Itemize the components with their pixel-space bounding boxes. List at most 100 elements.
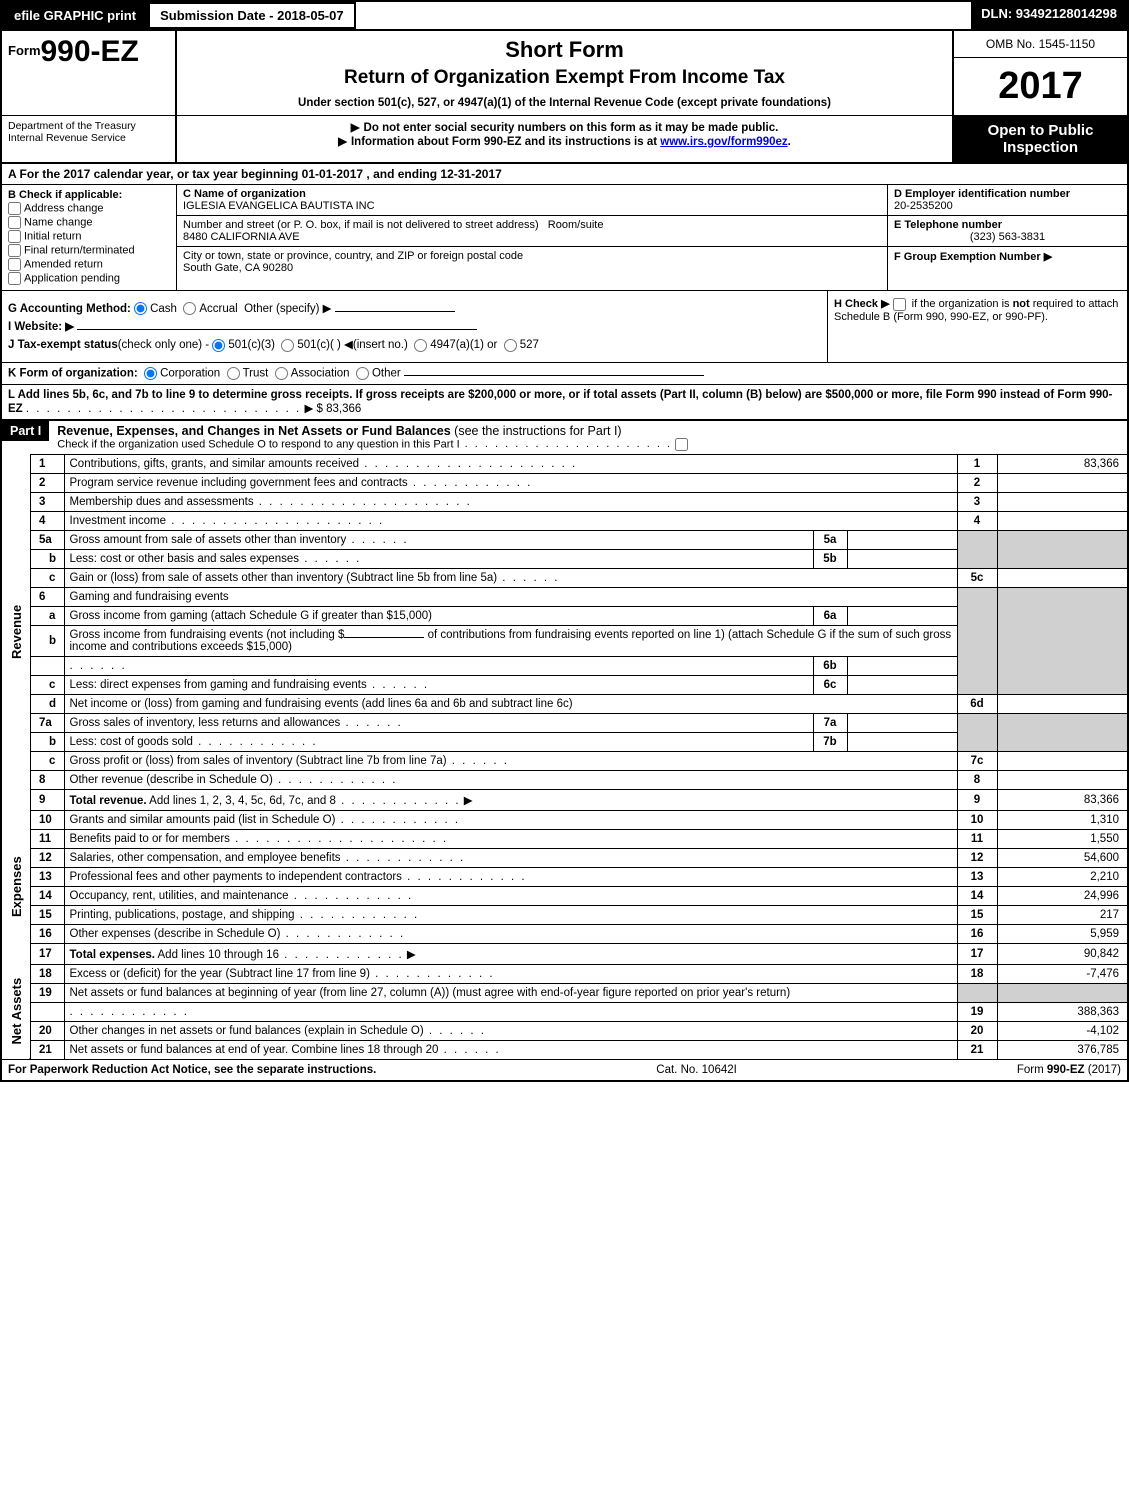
line-value — [997, 751, 1127, 770]
check-application-pending[interactable]: Application pending — [8, 272, 170, 285]
line-9: 9 Total revenue. Add lines 1, 2, 3, 4, 5… — [2, 789, 1127, 810]
radio-cash[interactable] — [134, 302, 147, 315]
radio-trust[interactable] — [227, 367, 240, 380]
other-org-input[interactable] — [404, 375, 704, 376]
topbar: efile GRAPHIC print Submission Date - 20… — [2, 2, 1127, 29]
instr-1: Do not enter social security numbers on … — [364, 122, 779, 134]
radio-527[interactable] — [504, 339, 517, 352]
line-desc: Gross amount from sale of assets other t… — [64, 530, 813, 549]
radio-association[interactable] — [275, 367, 288, 380]
check-amended-return[interactable]: Amended return — [8, 258, 170, 271]
irs-link[interactable]: www.irs.gov/form990ez — [660, 136, 787, 148]
tax-exempt-line: J Tax-exempt status(check only one) - 50… — [8, 337, 821, 351]
radio-501c[interactable] — [281, 339, 294, 352]
radio-accrual[interactable] — [183, 302, 196, 315]
section-a: A For the 2017 calendar year, or tax yea… — [2, 162, 1127, 184]
arrow-icon: ▶ — [338, 136, 347, 148]
checkbox-name-change[interactable] — [8, 216, 21, 229]
radio-other-org[interactable] — [356, 367, 369, 380]
checkbox-address-change[interactable] — [8, 202, 21, 215]
line-subval — [847, 732, 957, 751]
line-desc — [64, 656, 813, 675]
section-c: C Name of organization IGLESIA EVANGELIC… — [177, 185, 887, 290]
line-num: 14 — [30, 886, 64, 905]
line-1: Revenue 1 Contributions, gifts, grants, … — [2, 454, 1127, 473]
check-name-change[interactable]: Name change — [8, 216, 170, 229]
line-8: 8 Other revenue (describe in Schedule O)… — [2, 770, 1127, 789]
cash-label: Cash — [150, 303, 177, 315]
part-1-title: Revenue, Expenses, and Changes in Net As… — [49, 421, 1127, 454]
accounting-other-input[interactable] — [335, 311, 455, 312]
line-desc: Occupancy, rent, utilities, and maintena… — [64, 886, 957, 905]
527-label: 527 — [520, 339, 539, 351]
line-subnum: 6c — [813, 675, 847, 694]
line-desc: Less: cost or other basis and sales expe… — [64, 549, 813, 568]
form-reference: Form 990-EZ (2017) — [1017, 1064, 1121, 1076]
line-7a: 7a Gross sales of inventory, less return… — [2, 713, 1127, 732]
line-value — [997, 492, 1127, 511]
checkbox-schedule-o[interactable] — [675, 438, 688, 451]
line-4: 4 Investment income 4 — [2, 511, 1127, 530]
line-num: 19 — [30, 983, 64, 1002]
line-num: 4 — [30, 511, 64, 530]
checkbox-schedule-b-not-required[interactable] — [893, 298, 906, 311]
line-desc: Net assets or fund balances at beginning… — [64, 983, 957, 1002]
shaded-cell — [957, 587, 997, 694]
line-desc: Gain or (loss) from sale of assets other… — [64, 568, 957, 587]
line-19-text: 19 Net assets or fund balances at beginn… — [2, 983, 1127, 1002]
line-subval — [847, 549, 957, 568]
checkbox-initial-return[interactable] — [8, 230, 21, 243]
line-value: 24,996 — [997, 886, 1127, 905]
shaded-cell — [997, 530, 1127, 568]
telephone-value: (323) 563-3831 — [894, 231, 1121, 243]
checkbox-final-return[interactable] — [8, 244, 21, 257]
line-rnum: 10 — [957, 810, 997, 829]
line-num: a — [30, 606, 64, 625]
line-2: 2 Program service revenue including gove… — [2, 473, 1127, 492]
line-num: c — [30, 568, 64, 587]
line-value: -7,476 — [997, 964, 1127, 983]
omb-number: OMB No. 1545-1150 — [954, 31, 1127, 58]
check-initial-return[interactable]: Initial return — [8, 230, 170, 243]
501c-label: 501(c)( ) ◀(insert no.) — [297, 339, 407, 351]
line-desc — [64, 1002, 957, 1021]
association-label: Association — [291, 367, 350, 379]
website-input[interactable] — [77, 329, 477, 330]
contributions-input[interactable] — [344, 637, 424, 638]
check-final-return[interactable]: Final return/terminated — [8, 244, 170, 257]
radio-corporation[interactable] — [144, 367, 157, 380]
website-line: I Website: ▶ — [8, 319, 821, 333]
section-h-txt1: if the organization is — [912, 298, 1013, 310]
line-desc: Contributions, gifts, grants, and simila… — [64, 454, 957, 473]
line-value: -4,102 — [997, 1021, 1127, 1040]
tax-exempt-note: (check only one) - — [118, 339, 213, 351]
amended-return-label: Amended return — [24, 258, 103, 270]
line-subnum: 5b — [813, 549, 847, 568]
line-num: 1 — [30, 454, 64, 473]
section-def: D Employer identification number 20-2535… — [887, 185, 1127, 290]
radio-501c3[interactable] — [212, 339, 225, 352]
under-section-text: Under section 501(c), 527, or 4947(a)(1)… — [187, 97, 942, 109]
line-num: 11 — [30, 829, 64, 848]
line-rnum: 11 — [957, 829, 997, 848]
checkbox-amended-return[interactable] — [8, 258, 21, 271]
other-label: Other (specify) ▶ — [244, 303, 331, 315]
header-right: OMB No. 1545-1150 2017 — [952, 31, 1127, 115]
group-exemption-label: F Group Exemption Number ▶ — [894, 251, 1052, 263]
line-15: 15 Printing, publications, postage, and … — [2, 905, 1127, 924]
form-number-box: Form990-EZ — [2, 31, 177, 115]
line-subval — [847, 675, 957, 694]
dots-icon — [26, 403, 301, 415]
part-1-label: Part I — [2, 421, 49, 441]
group-exemption-box: F Group Exemption Number ▶ — [888, 247, 1127, 266]
line-13: 13 Professional fees and other payments … — [2, 867, 1127, 886]
radio-4947a1[interactable] — [414, 339, 427, 352]
expenses-side-label: Expenses — [2, 810, 30, 964]
efile-print-button[interactable]: efile GRAPHIC print — [2, 2, 148, 29]
shaded-cell — [997, 587, 1127, 694]
line-desc: Professional fees and other payments to … — [64, 867, 957, 886]
checkbox-application-pending[interactable] — [8, 272, 21, 285]
line-value — [997, 473, 1127, 492]
section-k-label: K Form of organization: — [8, 367, 138, 379]
check-address-change[interactable]: Address change — [8, 202, 170, 215]
